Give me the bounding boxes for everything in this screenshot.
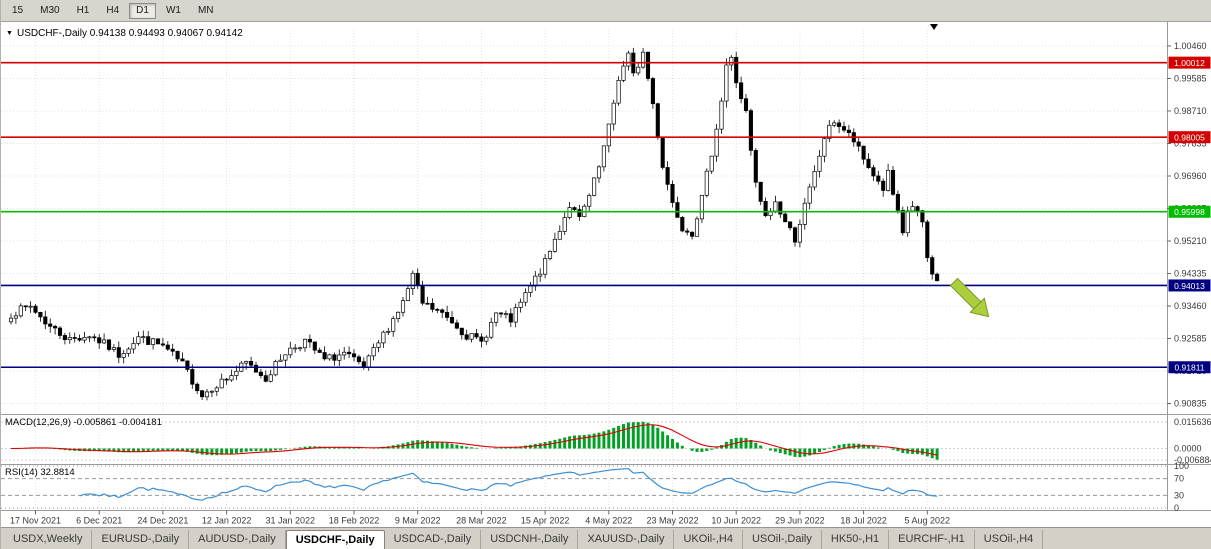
chart-tab-xauusd-daily[interactable]: XAUUSD-,Daily — [578, 530, 675, 549]
timeframe-button-h1[interactable]: H1 — [76, 4, 90, 16]
svg-text:9 Mar 2022: 9 Mar 2022 — [395, 516, 441, 526]
timeframe-button-m30[interactable]: M30 — [40, 4, 60, 16]
svg-text:10 Jun 2022: 10 Jun 2022 — [711, 516, 761, 526]
svg-text:70: 70 — [1174, 474, 1184, 484]
chart-title-ohlc: USDCHF-,Daily 0.94138 0.94493 0.94067 0.… — [17, 28, 243, 39]
svg-text:0.90835: 0.90835 — [1174, 399, 1207, 409]
svg-text:0.91811: 0.91811 — [1174, 363, 1204, 373]
price-tag — [1168, 131, 1211, 144]
price-tag — [1168, 361, 1211, 374]
symbol-dropdown-icon[interactable]: ▼ — [6, 30, 13, 37]
svg-text:23 May 2022: 23 May 2022 — [646, 516, 698, 526]
timeframe-toolbar: 15 M30 H1 H4 D1 W1 MN — [1, 0, 1211, 22]
svg-text:0.0000: 0.0000 — [1174, 444, 1202, 454]
svg-text:18 Jul 2022: 18 Jul 2022 — [840, 516, 887, 526]
price-tag — [1168, 56, 1211, 69]
chart-tab-usdx-weekly[interactable]: USDX,Weekly — [4, 530, 93, 549]
svg-text:0.95998: 0.95998 — [1174, 207, 1205, 217]
svg-text:1.00460: 1.00460 — [1174, 41, 1207, 51]
price-axis: 1.004600.995850.987100.978350.969600.960… — [1167, 41, 1211, 409]
timeframe-button-15[interactable]: 15 — [12, 4, 24, 16]
chart-tab-ukoil-h4[interactable]: UKOil-,H4 — [674, 530, 743, 549]
svg-text:0.95210: 0.95210 — [1174, 236, 1207, 246]
svg-text:31 Jan 2022: 31 Jan 2022 — [266, 516, 316, 526]
timeframe-button-h4[interactable]: H4 — [106, 4, 120, 16]
svg-text:0.98005: 0.98005 — [1174, 133, 1205, 143]
candles — [8, 47, 940, 401]
timeframe-button-d1[interactable]: D1 — [129, 2, 156, 19]
svg-text:29 Jun 2022: 29 Jun 2022 — [775, 516, 825, 526]
chart-tab-bar: USDX,Weekly EURUSD-,Daily AUDUSD-,Daily USD… — [1, 527, 1211, 549]
svg-text:30: 30 — [1174, 490, 1184, 500]
svg-text:28 Mar 2022: 28 Mar 2022 — [456, 516, 507, 526]
chart-shift-marker-icon[interactable] — [930, 24, 938, 30]
svg-text:12 Jan 2022: 12 Jan 2022 — [202, 516, 252, 526]
arrow-annotation[interactable] — [947, 275, 996, 324]
chart-tab-usoil-daily[interactable]: USOil-,Daily — [743, 530, 822, 549]
svg-text:0.015636: 0.015636 — [1174, 417, 1211, 427]
svg-text:100: 100 — [1174, 461, 1189, 471]
chart-tab-eurchf-h1[interactable]: EURCHF-,H1 — [889, 530, 975, 549]
chart-tab-hk50-h1[interactable]: HK50-,H1 — [822, 530, 890, 549]
svg-text:0.98710: 0.98710 — [1174, 106, 1207, 116]
chart-tab-usdcnh-daily[interactable]: USDCNH-,Daily — [481, 530, 579, 549]
chart-tab-usdchf-daily[interactable]: USDCHF-,Daily — [285, 530, 385, 549]
svg-text:1.00012: 1.00012 — [1174, 58, 1205, 68]
svg-text:0.94013: 0.94013 — [1174, 281, 1205, 291]
macd-pane: 0.015636 0.0000-0.006884 MACD(12,26,9) -0.… — [1, 417, 1211, 465]
svg-text:-0.006884: -0.006884 — [1174, 455, 1211, 465]
svg-text:24 Dec 2021: 24 Dec 2021 — [137, 516, 188, 526]
chart-window: ▼ USDCHF-,Daily 0.94138 0.94493 0.94067 0… — [1, 22, 1211, 527]
svg-text:0.92585: 0.92585 — [1174, 334, 1207, 344]
svg-text:0.97835: 0.97835 — [1174, 139, 1207, 149]
svg-text:4 May 2022: 4 May 2022 — [585, 516, 632, 526]
svg-text:0: 0 — [1174, 503, 1179, 513]
chart-tab-usoil-h4[interactable]: USOil-,H4 — [975, 530, 1044, 549]
chart-tab-eurusd-daily[interactable]: EURUSD-,Daily — [92, 530, 190, 549]
svg-text:0.94335: 0.94335 — [1174, 269, 1207, 279]
date-axis: 17 Nov 2021 6 Dec 2021 24 Dec 2021 12 Jan 2… — [10, 510, 951, 526]
price-tag — [1168, 279, 1211, 292]
chart-background — [1, 22, 1211, 527]
svg-text:0.99585: 0.99585 — [1174, 74, 1207, 84]
rsi-label: RSI(14) 32.8814 — [5, 467, 75, 478]
svg-text:0.93460: 0.93460 — [1174, 301, 1207, 311]
price-tag — [1168, 205, 1211, 218]
macd-label: MACD(12,26,9) -0.005861 -0.004181 — [5, 417, 162, 428]
timeframe-button-mn[interactable]: MN — [197, 4, 214, 16]
rsi-pane: 100 70 30 0 RSI(14) 32.8814 — [1, 461, 1189, 513]
svg-text:18 Feb 2022: 18 Feb 2022 — [329, 516, 380, 526]
chart-tab-audusd-daily[interactable]: AUDUSD-,Daily — [189, 530, 286, 549]
svg-text:6 Dec 2021: 6 Dec 2021 — [76, 516, 122, 526]
timeframe-button-w1[interactable]: W1 — [165, 4, 181, 16]
chart-tab-usdcad-daily[interactable]: USDCAD-,Daily — [385, 530, 482, 549]
chart-canvas[interactable]: ▼ USDCHF-,Daily 0.94138 0.94493 0.94067 0… — [1, 22, 1211, 527]
svg-text:0.96960: 0.96960 — [1174, 171, 1207, 181]
svg-text:17 Nov 2021: 17 Nov 2021 — [10, 516, 61, 526]
svg-text:5 Aug 2022: 5 Aug 2022 — [905, 516, 951, 526]
svg-text:15 Apr 2022: 15 Apr 2022 — [521, 516, 570, 526]
